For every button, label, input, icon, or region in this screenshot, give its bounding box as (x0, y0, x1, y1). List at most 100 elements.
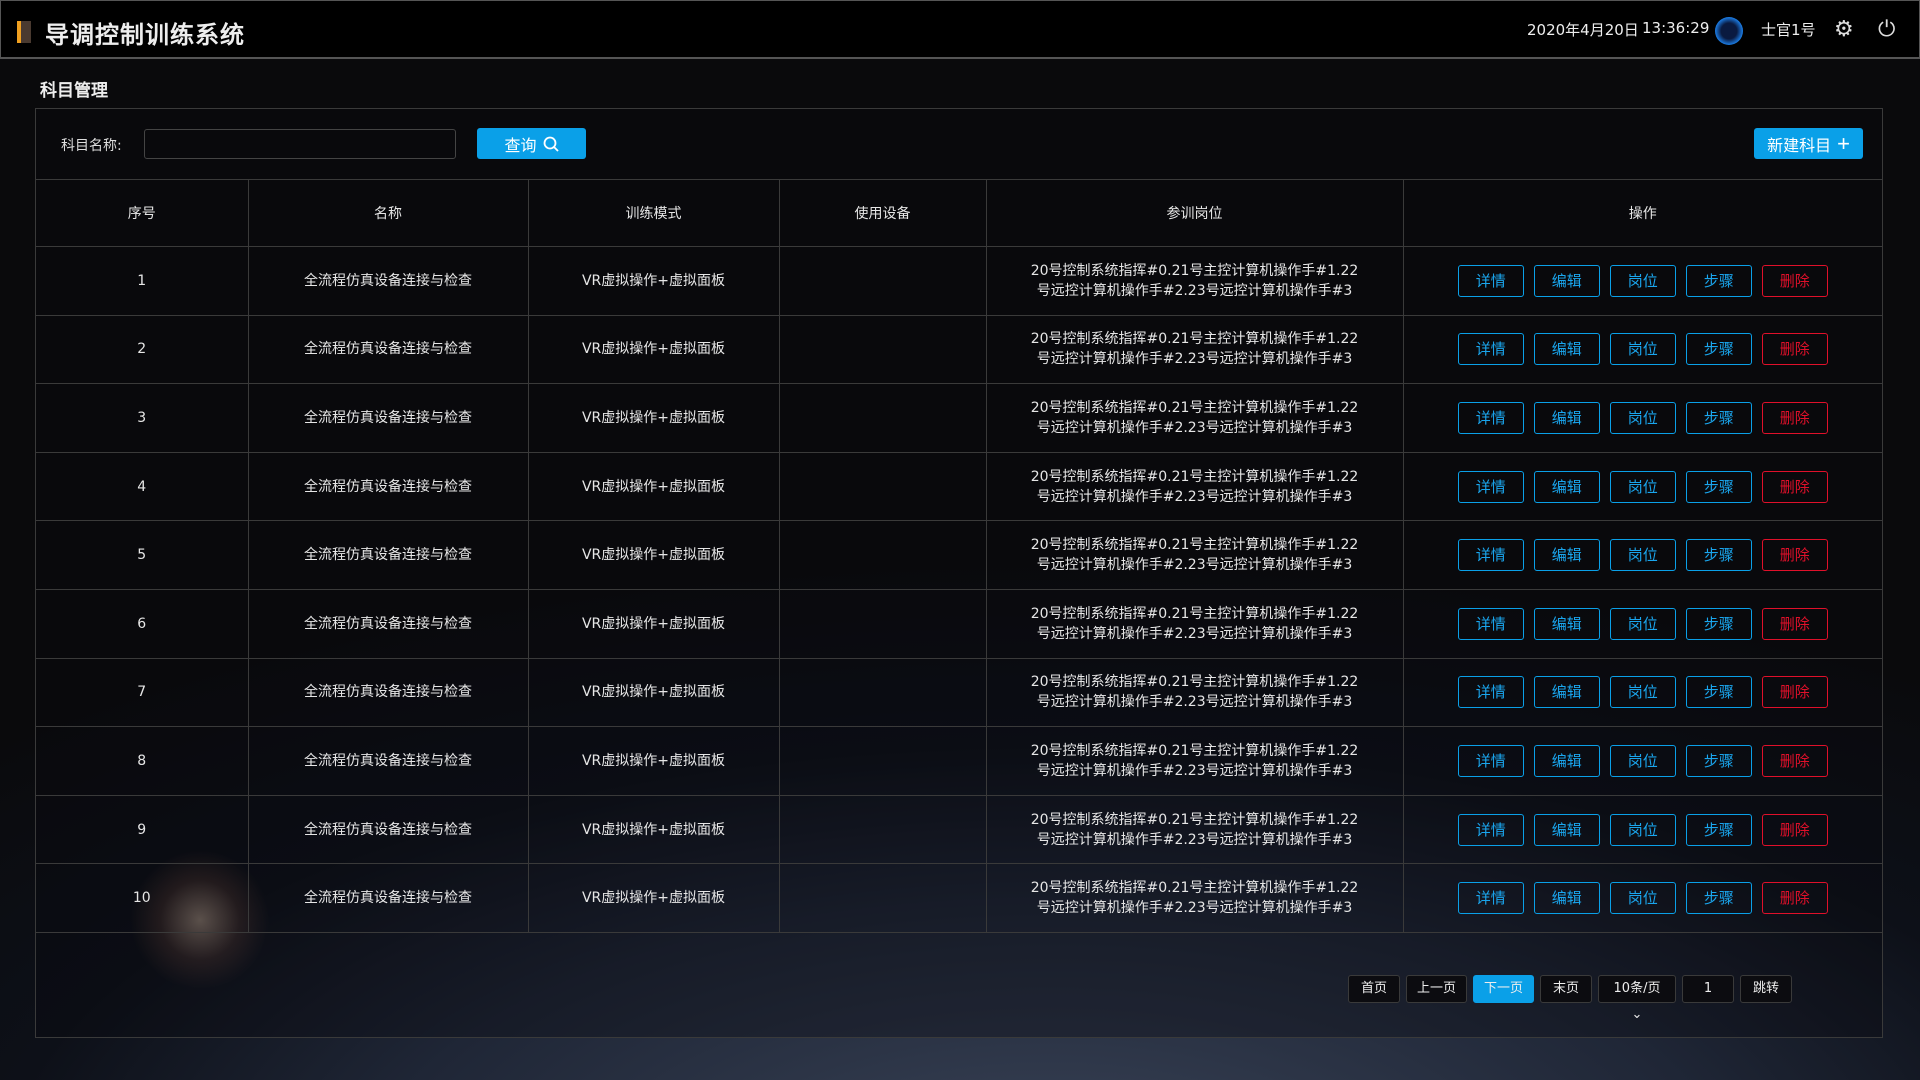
detail-button[interactable]: 详情 (1457, 813, 1524, 846)
delete-button[interactable]: 删除 (1761, 744, 1828, 777)
jump-button[interactable]: 跳转 (1740, 975, 1792, 1003)
steps-button[interactable]: 步骤 (1685, 882, 1752, 915)
cell-posts: 20号控制系统指挥#0.21号主控计算机操作手#1.22号远控计算机操作手#2.… (986, 657, 1404, 728)
cell-no: 9 (36, 794, 249, 865)
search-icon (543, 136, 559, 152)
detail-button[interactable]: 详情 (1457, 882, 1524, 915)
cell-mode: VR虚拟操作+虚拟面板 (528, 383, 780, 453)
steps-button[interactable]: 步骤 (1685, 264, 1752, 297)
table-row: 6 全流程仿真设备连接与检查 VR虚拟操作+虚拟面板 20号控制系统指挥#0.21号主… (36, 588, 1882, 659)
time: 13:36:29 (1642, 19, 1710, 37)
post-button[interactable]: 岗位 (1609, 813, 1676, 846)
column-header: 参训岗位 (986, 179, 1404, 247)
steps-button[interactable]: 步骤 (1685, 607, 1752, 640)
cell-actions: 详情 编辑 岗位 步骤 删除 (1403, 657, 1882, 728)
chevron-down-icon: ⌄ (1631, 1007, 1643, 1022)
detail-button[interactable]: 详情 (1457, 676, 1524, 709)
post-button[interactable]: 岗位 (1609, 264, 1676, 297)
steps-button[interactable]: 步骤 (1685, 470, 1752, 503)
delete-button[interactable]: 删除 (1761, 333, 1828, 366)
table-row: 9 全流程仿真设备连接与检查 VR虚拟操作+虚拟面板 20号控制系统指挥#0.21号主… (36, 794, 1882, 865)
cell-posts: 20号控制系统指挥#0.21号主控计算机操作手#1.22号远控计算机操作手#2.… (986, 520, 1404, 590)
cell-mode: VR虚拟操作+虚拟面板 (528, 451, 780, 522)
cell-mode: VR虚拟操作+虚拟面板 (528, 794, 780, 865)
delete-button[interactable]: 删除 (1761, 813, 1828, 846)
page-size-value: 10条/页 (1613, 981, 1661, 996)
cell-actions: 详情 编辑 岗位 步骤 删除 (1403, 726, 1882, 796)
prev-page-button[interactable]: 上一页 (1405, 975, 1467, 1003)
steps-button[interactable]: 步骤 (1685, 539, 1752, 572)
cell-posts: 20号控制系统指挥#0.21号主控计算机操作手#1.22号远控计算机操作手#2.… (986, 794, 1404, 865)
edit-button[interactable]: 编辑 (1533, 539, 1600, 572)
edit-button[interactable]: 编辑 (1533, 470, 1600, 503)
delete-button[interactable]: 删除 (1761, 401, 1828, 434)
edit-button[interactable]: 编辑 (1533, 813, 1600, 846)
cell-device (779, 246, 987, 316)
last-page-button[interactable]: 末页 (1540, 975, 1592, 1003)
column-header: 序号 (36, 179, 249, 247)
cell-name: 全流程仿真设备连接与检查 (248, 657, 529, 728)
page-size-select[interactable]: 10条/页 ⌄ (1598, 975, 1676, 1022)
post-button[interactable]: 岗位 (1609, 539, 1676, 572)
cell-device (779, 726, 987, 796)
cell-posts: 20号控制系统指挥#0.21号主控计算机操作手#1.22号远控计算机操作手#2.… (986, 383, 1404, 453)
delete-button[interactable]: 删除 (1761, 539, 1828, 572)
edit-button[interactable]: 编辑 (1533, 264, 1600, 297)
post-button[interactable]: 岗位 (1609, 882, 1676, 915)
cell-posts: 20号控制系统指挥#0.21号主控计算机操作手#1.22号远控计算机操作手#2.… (986, 451, 1404, 522)
detail-button[interactable]: 详情 (1457, 470, 1524, 503)
cell-actions: 详情 编辑 岗位 步骤 删除 (1403, 588, 1882, 659)
detail-button[interactable]: 详情 (1457, 539, 1524, 572)
first-page-button[interactable]: 首页 (1347, 975, 1400, 1003)
delete-button[interactable]: 删除 (1761, 264, 1828, 297)
post-button[interactable]: 岗位 (1609, 676, 1676, 709)
detail-button[interactable]: 详情 (1457, 607, 1524, 640)
column-header: 名称 (248, 179, 529, 247)
delete-button[interactable]: 删除 (1761, 470, 1828, 503)
post-button[interactable]: 岗位 (1609, 607, 1676, 640)
edit-button[interactable]: 编辑 (1533, 607, 1600, 640)
steps-button[interactable]: 步骤 (1685, 813, 1752, 846)
delete-button[interactable]: 删除 (1761, 607, 1828, 640)
edit-button[interactable]: 编辑 (1533, 676, 1600, 709)
table-row: 3 全流程仿真设备连接与检查 VR虚拟操作+虚拟面板 20号控制系统指挥#0.21号主… (36, 383, 1882, 453)
cell-actions: 详情 编辑 岗位 步骤 删除 (1403, 451, 1882, 522)
detail-button[interactable]: 详情 (1457, 264, 1524, 297)
cell-device (779, 383, 987, 453)
delete-button[interactable]: 删除 (1761, 676, 1828, 709)
edit-button[interactable]: 编辑 (1533, 401, 1600, 434)
steps-button[interactable]: 步骤 (1685, 744, 1752, 777)
gear-icon[interactable]: ⚙ (1834, 17, 1854, 42)
post-button[interactable]: 岗位 (1609, 744, 1676, 777)
cell-mode: VR虚拟操作+虚拟面板 (528, 726, 780, 796)
table-row: 5 全流程仿真设备连接与检查 VR虚拟操作+虚拟面板 20号控制系统指挥#0.21号主… (36, 520, 1882, 590)
delete-button[interactable]: 删除 (1761, 882, 1828, 915)
power-icon[interactable]: ⏻ (1878, 17, 1896, 42)
page-number-input[interactable]: 1 (1682, 975, 1734, 1003)
steps-button[interactable]: 步骤 (1685, 333, 1752, 366)
edit-button[interactable]: 编辑 (1533, 333, 1600, 366)
post-button[interactable]: 岗位 (1609, 401, 1676, 434)
steps-button[interactable]: 步骤 (1685, 401, 1752, 434)
post-button[interactable]: 岗位 (1609, 470, 1676, 503)
query-button[interactable]: 查询 (477, 128, 586, 159)
edit-button[interactable]: 编辑 (1533, 744, 1600, 777)
edit-button[interactable]: 编辑 (1533, 882, 1600, 915)
detail-button[interactable]: 详情 (1457, 401, 1524, 434)
user-name[interactable]: 士官1号 (1761, 21, 1816, 39)
cell-name: 全流程仿真设备连接与检查 (248, 726, 529, 796)
detail-button[interactable]: 详情 (1457, 333, 1524, 366)
cell-posts: 20号控制系统指挥#0.21号主控计算机操作手#1.22号远控计算机操作手#2.… (986, 246, 1404, 316)
cell-no: 3 (36, 383, 249, 453)
cell-actions: 详情 编辑 岗位 步骤 删除 (1403, 520, 1882, 590)
next-page-button[interactable]: 下一页 (1472, 975, 1534, 1003)
steps-button[interactable]: 步骤 (1685, 676, 1752, 709)
new-subject-button[interactable]: 新建科目 + (1754, 128, 1863, 159)
avatar[interactable] (1715, 17, 1743, 45)
subject-table: 序号 名称 训练模式 使用设备 参训岗位 操作 1 全流程仿真设备连接与检查 VR虚拟操作+虚… (36, 179, 1882, 933)
detail-button[interactable]: 详情 (1457, 744, 1524, 777)
cell-name: 全流程仿真设备连接与检查 (248, 588, 529, 659)
new-subject-label: 新建科目 (1767, 137, 1832, 155)
post-button[interactable]: 岗位 (1609, 333, 1676, 366)
subject-name-input[interactable] (144, 129, 456, 159)
